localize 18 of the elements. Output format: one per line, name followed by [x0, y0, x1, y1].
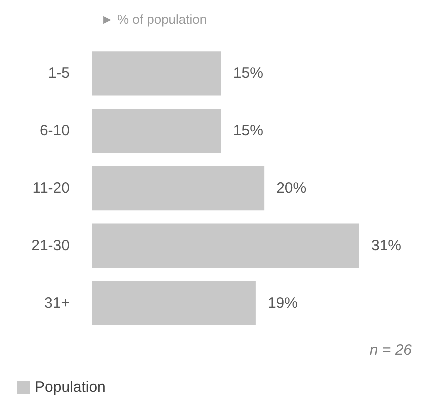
bar: [92, 52, 222, 96]
x-axis-title: ► % of population: [101, 12, 208, 27]
bar: [92, 224, 360, 268]
bar: [92, 281, 256, 326]
bar: [92, 166, 265, 211]
legend-label: Population: [35, 379, 106, 396]
text: n = 26: [370, 342, 413, 359]
y-tick-label: 11-20: [32, 180, 70, 197]
y-tick-label: 1-5: [48, 65, 70, 82]
data-label: 19%: [268, 294, 298, 312]
data-label: 31%: [371, 237, 402, 254]
y-tick-label: 6-10: [40, 122, 70, 140]
data-label: 20%: [276, 180, 307, 197]
bar: [92, 109, 222, 154]
y-tick-label: 31+: [44, 294, 70, 312]
y-tick-label: 21-30: [32, 237, 70, 254]
data-label: 15%: [233, 65, 264, 82]
data-label: 15%: [233, 122, 264, 140]
